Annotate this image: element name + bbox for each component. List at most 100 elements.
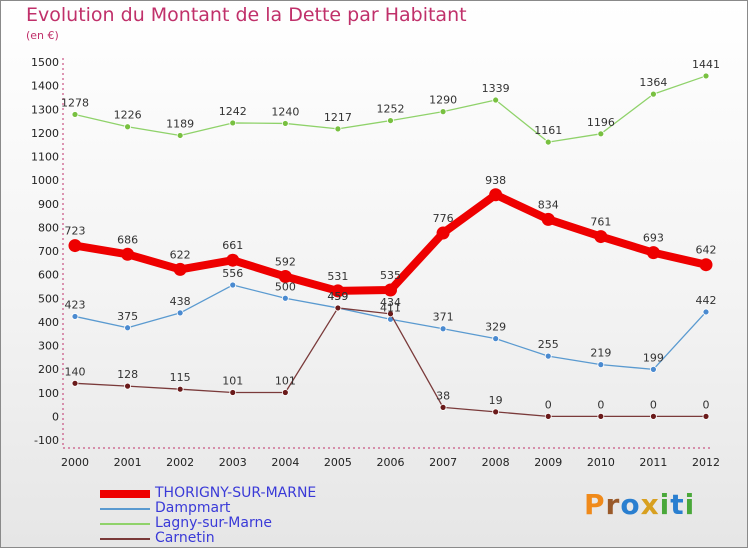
- data-label: 661: [222, 239, 243, 252]
- data-label: 255: [538, 338, 559, 351]
- series-layer: [68, 72, 713, 420]
- legend-label: Carnetin: [155, 530, 215, 546]
- data-label: 693: [643, 232, 664, 245]
- data-label: 459: [327, 290, 348, 303]
- data-point: [281, 120, 289, 127]
- data-point: [702, 412, 710, 420]
- x-tick-label: 2010: [587, 456, 615, 469]
- data-label: 1196: [587, 116, 615, 129]
- data-point: [650, 412, 657, 420]
- x-tick-label: 2005: [324, 456, 352, 469]
- legend-label: Lagny-sur-Marne: [155, 515, 272, 531]
- data-point: [489, 188, 503, 202]
- legend-swatch: [100, 490, 150, 498]
- data-point: [71, 111, 79, 118]
- x-tick-label: 2001: [114, 456, 142, 469]
- data-label: 592: [275, 256, 296, 269]
- y-tick-label: 100: [38, 387, 59, 400]
- data-point: [176, 132, 184, 139]
- data-point: [597, 130, 605, 138]
- y-tick-label: 400: [38, 316, 59, 329]
- data-point: [597, 412, 605, 420]
- y-tick-label: 700: [38, 245, 59, 258]
- data-label: 686: [117, 233, 138, 246]
- data-label: 101: [275, 375, 296, 388]
- data-point: [544, 138, 552, 146]
- data-label: 776: [433, 212, 454, 225]
- data-point: [121, 247, 135, 261]
- logo-letter: x: [640, 488, 660, 521]
- logo-letter: i: [684, 488, 696, 521]
- data-point: [544, 352, 552, 360]
- data-label: 1364: [639, 76, 667, 89]
- x-tick-label: 2004: [271, 456, 299, 469]
- data-point: [334, 125, 342, 133]
- legend-swatch: [100, 538, 150, 540]
- data-label: 434: [380, 296, 401, 309]
- y-tick-label: 800: [38, 221, 59, 234]
- data-point: [439, 403, 447, 411]
- y-tick-label: 1200: [31, 127, 59, 140]
- y-tick-label: 1400: [31, 80, 59, 93]
- data-label: 1441: [692, 58, 720, 71]
- data-point: [439, 108, 447, 116]
- legend-label: Dampmart: [155, 500, 231, 516]
- data-label: 0: [650, 398, 657, 411]
- data-label: 1217: [324, 111, 352, 124]
- data-label: 371: [433, 311, 454, 324]
- y-tick-label: 500: [38, 292, 59, 305]
- data-point: [331, 284, 345, 298]
- data-label: 1240: [271, 105, 299, 118]
- data-point: [492, 408, 500, 416]
- legend-swatch: [100, 508, 150, 510]
- data-point: [124, 123, 131, 131]
- y-tick-label: 600: [38, 269, 59, 282]
- unit-label: (en €): [26, 29, 59, 42]
- data-label: 1252: [377, 103, 405, 116]
- data-label: 0: [597, 398, 604, 411]
- data-label: 438: [170, 295, 191, 308]
- x-tick-label: 2008: [482, 456, 510, 469]
- x-tick-label: 2003: [219, 456, 247, 469]
- x-tick-label: 2011: [639, 456, 667, 469]
- data-label: 761: [590, 216, 611, 229]
- y-tick-label: 1100: [31, 151, 59, 164]
- y-tick-label: 0: [52, 410, 59, 423]
- data-point: [278, 270, 292, 284]
- data-point: [492, 96, 500, 104]
- data-label: 0: [545, 398, 552, 411]
- y-tick-label: -100: [34, 434, 59, 447]
- data-label: 219: [590, 347, 611, 360]
- data-point: [387, 117, 394, 124]
- data-label: 834: [538, 198, 559, 211]
- logo-letter: i: [659, 488, 671, 521]
- data-point: [334, 304, 342, 312]
- data-label: 459: [327, 290, 348, 303]
- data-label: 938: [485, 174, 506, 187]
- data-point: [650, 90, 657, 98]
- x-tick-label: 2002: [166, 456, 194, 469]
- series-line: [74, 307, 706, 418]
- data-point: [541, 212, 555, 226]
- data-point: [176, 309, 184, 317]
- legend-label: THORIGNY-SUR-MARNE: [155, 485, 317, 501]
- data-point: [699, 258, 713, 272]
- data-label: 1161: [534, 124, 562, 137]
- proxiti-logo: Proxiti: [584, 488, 695, 521]
- data-point: [646, 246, 660, 260]
- x-tick-label: 2012: [692, 456, 720, 469]
- data-label: 329: [485, 321, 506, 334]
- data-point: [226, 253, 240, 267]
- data-point: [229, 119, 237, 127]
- data-label: 1278: [61, 96, 89, 109]
- data-label: 411: [380, 301, 401, 314]
- data-point: [176, 385, 184, 393]
- logo-letter: r: [605, 488, 621, 521]
- y-tick-label: 200: [38, 363, 59, 376]
- data-point: [71, 379, 79, 387]
- data-label: 1242: [219, 105, 247, 118]
- data-label: 1290: [429, 94, 457, 107]
- data-point: [281, 294, 289, 302]
- data-label: 38: [436, 389, 450, 402]
